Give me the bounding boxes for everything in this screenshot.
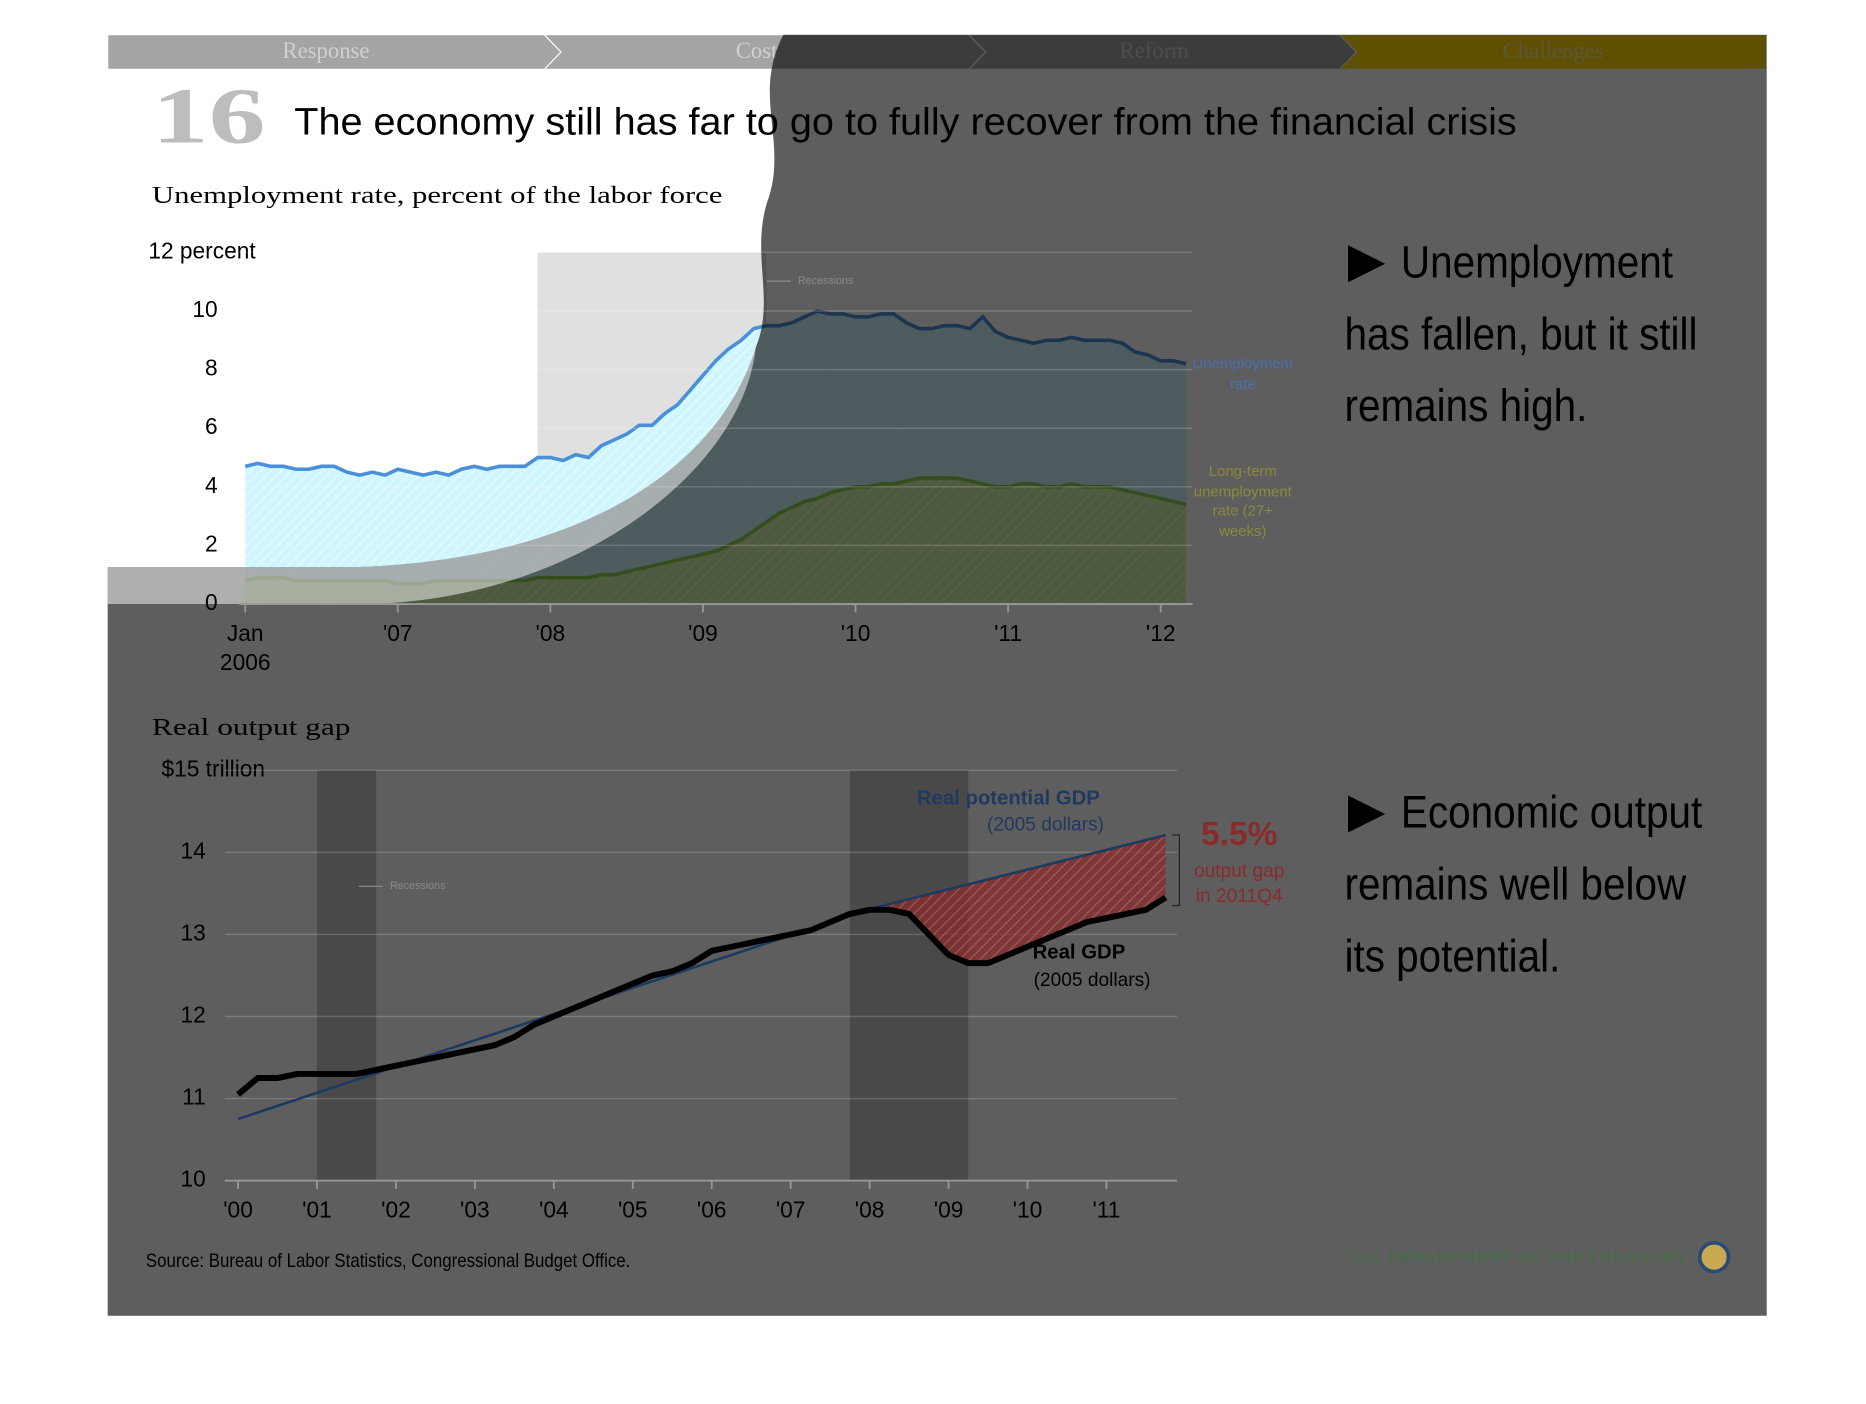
x-tick-label: Jan 2006 — [219, 622, 271, 676]
x-tick-label-box: '06 — [696, 1198, 727, 1224]
x-tick-label-box: '02 — [381, 1198, 411, 1224]
chart-plot: Recessions 10 11 12 13 14 $15 trillion 5.5% outp… — [161, 755, 1284, 1224]
x-tick-label: '10 — [840, 622, 871, 648]
x-tick-label-box: Jan 2006 — [219, 622, 271, 676]
chart-title: Real output gap — [152, 715, 351, 741]
y-tick-label: 0 — [205, 589, 218, 615]
y-tick-label: 12 — [180, 1001, 205, 1027]
x-tick-label-box: '01 — [302, 1198, 332, 1224]
x-tick-label: '07 — [775, 1198, 806, 1224]
series-label-box: Long-term unemployment rate (27+ weeks) — [1193, 462, 1292, 539]
x-tick-label: '02 — [381, 1198, 411, 1224]
gap-value: 5.5% — [1201, 816, 1277, 853]
slide-number: 16 — [152, 74, 266, 161]
series-label: Real GDP — [1033, 942, 1126, 964]
bullet-text-box: Economic output remains well below its p… — [1344, 788, 1703, 983]
x-tick-label: '01 — [302, 1198, 332, 1224]
slide-content: Unemployment rate, percent of the labor … — [146, 183, 1731, 1274]
bullet-text: Unemployment has fallen, but it still re… — [1344, 238, 1698, 432]
x-tick-label: '09 — [688, 622, 718, 648]
recession-band — [849, 770, 969, 1181]
bullet-text-box: Unemployment has fallen, but it still re… — [1344, 238, 1698, 432]
chart-axes: Recessions 0 2 4 6 8 10 12 percent Unemployment … — [148, 237, 1294, 676]
bullet-text: Economic output remains well below its p… — [1344, 788, 1703, 983]
gap-hatch — [869, 835, 1166, 964]
x-tick-label: '08 — [535, 622, 566, 648]
x-tick-label-box: '08 — [535, 622, 566, 648]
chart-title: Unemployment rate, percent of the labor … — [152, 183, 723, 209]
treasury-seal — [1697, 1241, 1731, 1274]
y-tick-label: $15 trillion — [161, 755, 265, 781]
y-tick-label: 10 — [180, 1166, 205, 1192]
x-tick-label-box: '04 — [538, 1198, 569, 1224]
y-tick-label: 10 — [192, 296, 217, 322]
x-tick-label: '06 — [696, 1198, 727, 1224]
y-tick-label: 11 — [182, 1084, 206, 1110]
x-tick-label: '11 — [1092, 1198, 1121, 1224]
nav-tab — [107, 34, 562, 70]
x-tick-label-box: '10 — [1012, 1198, 1043, 1224]
series-note: (2005 dollars) — [1034, 970, 1151, 991]
x-tick-label: '07 — [382, 622, 413, 648]
recession-label: Recessions — [390, 880, 446, 892]
x-tick-label: '03 — [460, 1198, 490, 1224]
x-tick-label: '05 — [617, 1198, 648, 1224]
source-note: Source: Bureau of Labor Statistics, Cong… — [146, 1251, 630, 1272]
series-label: Long-term unemployment rate (27+ weeks) — [1193, 462, 1292, 539]
y-tick-label: 4 — [205, 472, 218, 498]
x-tick-label-box: '08 — [854, 1198, 885, 1224]
gap-note: output gap — [1194, 861, 1284, 882]
series-label-box: Unemployment rate — [1192, 355, 1294, 392]
bullet-arrow — [1348, 795, 1386, 833]
x-tick-label-box: '11 — [1092, 1198, 1121, 1224]
nav-tab-label: Cost — [736, 38, 778, 63]
page-curl-shadow — [107, 346, 756, 605]
series-label: Unemployment rate — [1192, 355, 1294, 392]
x-tick-label: '12 — [1145, 622, 1176, 648]
series-note: (2005 dollars) — [987, 814, 1104, 835]
x-tick-label-box: '07 — [775, 1198, 806, 1224]
dim-overlay — [107, 34, 1767, 1316]
y-tick-label: 14 — [180, 837, 205, 863]
x-tick-label-box: '11 — [994, 622, 1023, 648]
recession-label: Recessions — [798, 275, 854, 287]
y-tick-label: 12 percent — [148, 237, 256, 263]
gap-note: in 2011Q4 — [1196, 886, 1283, 907]
y-tick-label: 13 — [180, 919, 205, 945]
series-line — [236, 894, 1168, 1097]
x-tick-label-box: '10 — [840, 622, 871, 648]
recession-band — [316, 770, 377, 1181]
x-tick-label: '04 — [538, 1198, 569, 1224]
x-tick-label-box: '03 — [460, 1198, 490, 1224]
y-tick-label: 8 — [205, 355, 218, 381]
x-tick-label-box: '09 — [933, 1198, 964, 1224]
nav-tab-label: Response — [282, 38, 369, 63]
x-tick-label: '10 — [1012, 1198, 1043, 1224]
x-tick-label: '08 — [854, 1198, 885, 1224]
y-tick-label: 2 — [205, 530, 218, 556]
x-tick-label: '09 — [933, 1198, 964, 1224]
x-tick-label: '00 — [223, 1198, 253, 1224]
gap-bracket — [1172, 834, 1181, 907]
x-tick-label-box: '00 — [223, 1198, 253, 1224]
series-label: Real potential GDP — [917, 787, 1100, 809]
bullet-arrow — [1348, 245, 1386, 283]
x-tick-label-box: '07 — [382, 622, 413, 648]
x-tick-label-box: '05 — [617, 1198, 648, 1224]
x-tick-label-box: '12 — [1145, 622, 1176, 648]
x-tick-label-box: '09 — [688, 622, 718, 648]
y-tick-label: 6 — [205, 413, 218, 439]
footer-text: U.S. DEPARTMENT OF THE TREASURY — [1349, 1249, 1688, 1266]
x-tick-label: '11 — [994, 622, 1023, 648]
